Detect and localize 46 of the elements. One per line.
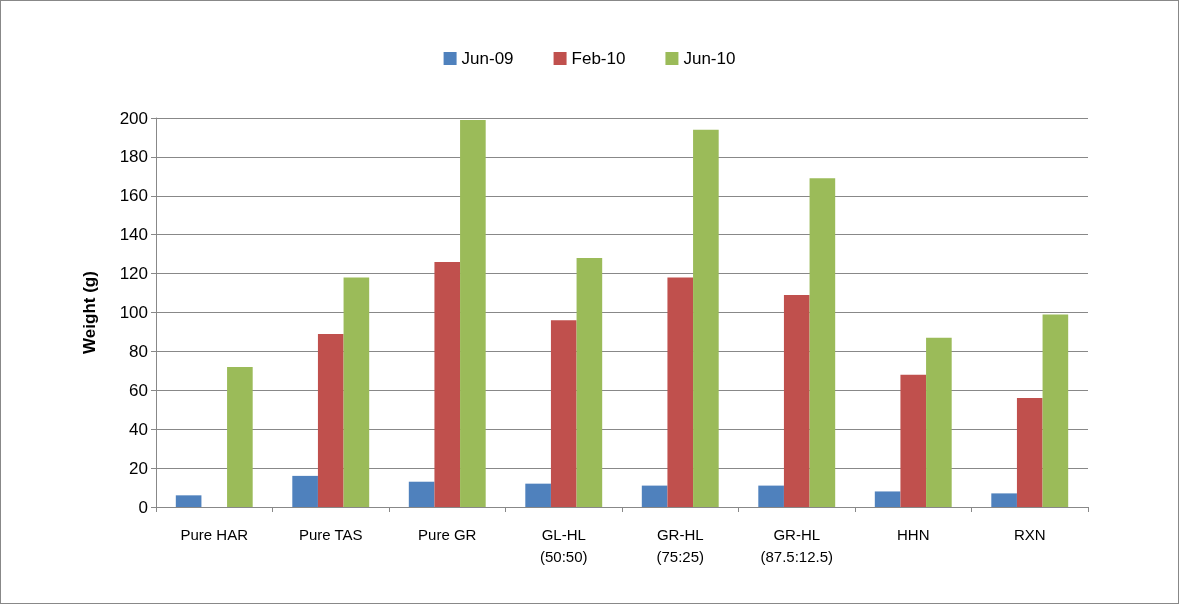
x-tick-label: GR-HL (75:25) bbox=[656, 525, 705, 565]
bar bbox=[525, 483, 551, 507]
bar bbox=[227, 366, 253, 507]
y-tick-label: 0 bbox=[138, 497, 148, 517]
bar bbox=[900, 374, 927, 507]
bar bbox=[693, 129, 719, 507]
bar bbox=[343, 277, 370, 507]
y-tick-label: 60 bbox=[129, 380, 148, 400]
x-tick-label: GL-HL (50:50) bbox=[539, 525, 588, 565]
bar bbox=[1016, 398, 1043, 507]
bar bbox=[317, 333, 344, 507]
y-tick-label: 140 bbox=[119, 225, 148, 245]
x-tick-label: RXN bbox=[1013, 525, 1046, 543]
x-tick-label: GR-HL (87.5:12.5) bbox=[760, 525, 834, 565]
y-tick-label: 180 bbox=[119, 147, 148, 167]
legend-label: Jun-09 bbox=[461, 49, 514, 68]
x-tick-label: Pure GR bbox=[418, 525, 477, 543]
bar bbox=[809, 178, 836, 507]
y-tick-label: 20 bbox=[129, 458, 148, 478]
y-axis-title: Weight (g) bbox=[80, 271, 99, 354]
bar bbox=[550, 320, 577, 507]
bar bbox=[758, 485, 784, 507]
y-tick-label: 80 bbox=[129, 341, 148, 361]
x-tick-label: HHN bbox=[897, 525, 930, 543]
bar bbox=[783, 295, 810, 507]
bar bbox=[292, 475, 318, 507]
bar bbox=[991, 493, 1017, 507]
bar bbox=[926, 337, 952, 507]
x-tick-label: Pure HAR bbox=[180, 525, 249, 543]
y-tick-label: 100 bbox=[119, 303, 148, 322]
y-tick-label: 120 bbox=[119, 264, 148, 284]
bar bbox=[408, 481, 435, 507]
x-tick-label: Pure TAS bbox=[298, 525, 363, 543]
y-tick-label: 160 bbox=[119, 186, 148, 206]
bar bbox=[460, 119, 486, 507]
bar bbox=[175, 495, 202, 507]
bar bbox=[1042, 314, 1069, 507]
y-tick-label: 40 bbox=[129, 419, 148, 439]
bar bbox=[667, 277, 694, 507]
legend-label: Jun-10 bbox=[683, 49, 736, 68]
bar bbox=[576, 258, 603, 507]
legend-label: Feb-10 bbox=[571, 49, 626, 68]
bar bbox=[434, 261, 461, 507]
bar bbox=[641, 485, 668, 507]
y-tick-label: 200 bbox=[119, 108, 148, 128]
bar bbox=[874, 491, 901, 507]
